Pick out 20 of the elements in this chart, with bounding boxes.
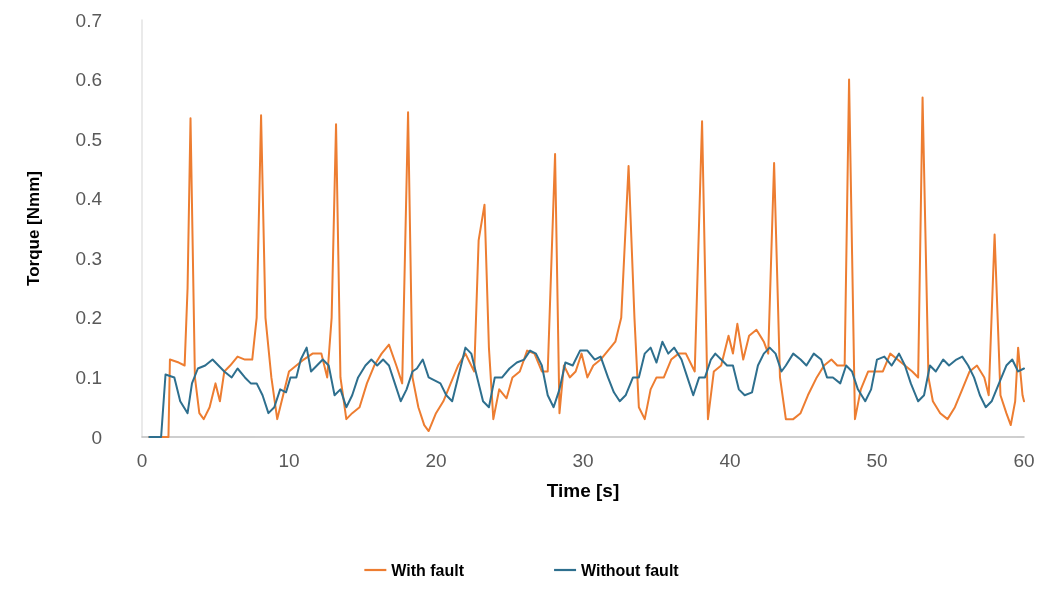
x-tick-label: 0	[136, 450, 148, 471]
y-tick-label: 0.7	[75, 9, 102, 31]
y-tick-label: 0.4	[75, 188, 103, 210]
x-tick-label: 10	[278, 450, 300, 471]
x-tick-label: 30	[572, 450, 594, 471]
y-tick-label: 0.3	[75, 247, 102, 269]
x-tick-label: 60	[1013, 450, 1035, 471]
x-axis-title: Time [s]	[546, 480, 620, 501]
y-tick-label: 0.6	[75, 69, 102, 91]
y-axis-title: Torque [Nmm]	[24, 171, 43, 286]
legend-label: With fault	[391, 561, 465, 579]
y-tick-label: 0.1	[75, 366, 102, 388]
x-tick-label: 40	[719, 450, 741, 471]
line-series	[148, 340, 1025, 438]
legend-label: Without fault	[581, 561, 680, 579]
y-tick-label: 0.2	[75, 307, 102, 329]
x-tick-label: 50	[866, 450, 888, 471]
y-tick-label: 0.5	[75, 128, 102, 150]
y-tick-label: 0	[91, 426, 102, 448]
x-tick-label: 20	[425, 450, 447, 471]
